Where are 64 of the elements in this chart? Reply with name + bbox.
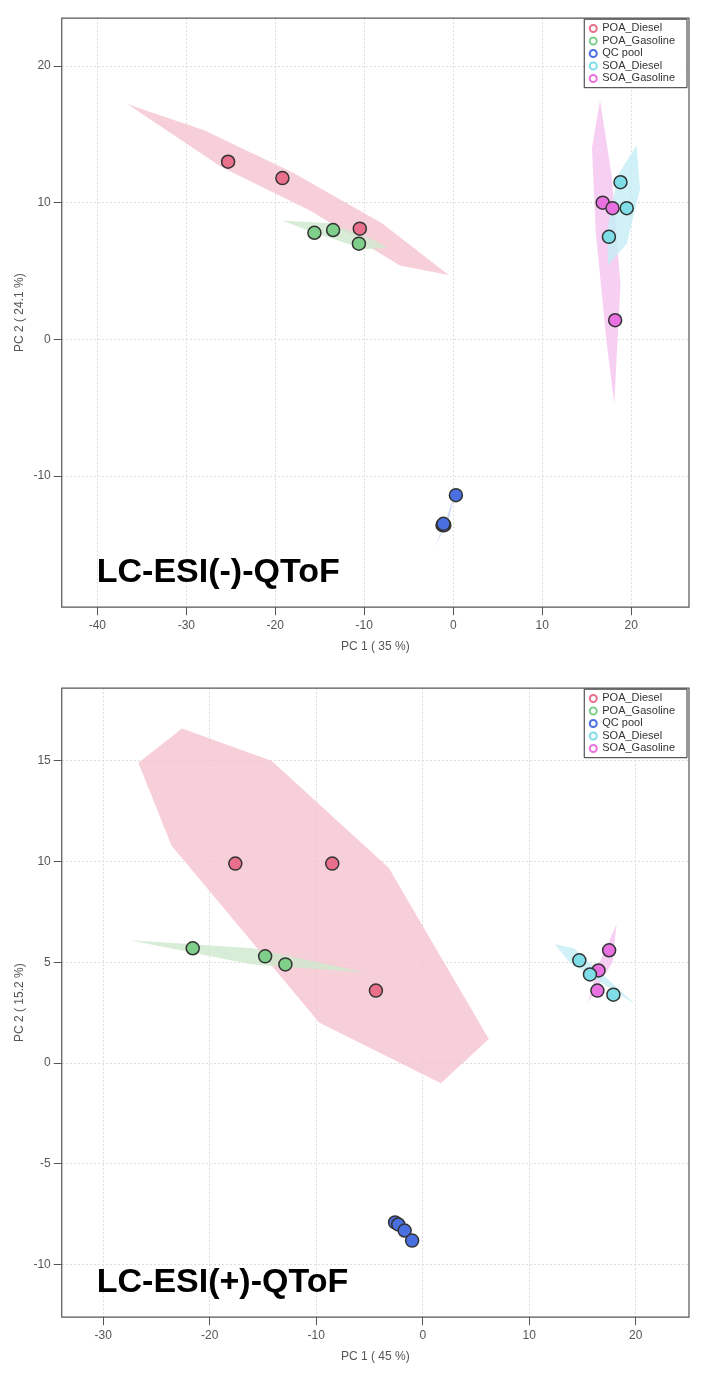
- point: [606, 987, 621, 1002]
- legend-label: QC pool: [602, 716, 643, 729]
- legend-label: SOA_Diesel: [602, 728, 663, 741]
- point: [257, 949, 273, 964]
- point: [448, 487, 464, 503]
- legend-label: POA_Gasoline: [602, 703, 675, 716]
- legend-label: SOA_Diesel: [602, 58, 663, 71]
- x-tick-label: -20: [266, 617, 285, 632]
- point: [324, 856, 340, 871]
- y-tick-label: 10: [37, 195, 52, 209]
- legend-label: POA_Diesel: [602, 21, 663, 34]
- legend-label: QC pool: [602, 46, 643, 59]
- point: [619, 200, 634, 216]
- point: [185, 941, 200, 956]
- point: [601, 229, 617, 245]
- point: [228, 856, 243, 871]
- y-axis-title: PC 2 ( 15.2 %): [11, 963, 26, 1043]
- legend-label: SOA_Gasoline: [602, 741, 675, 754]
- legend-label: POA_Gasoline: [602, 33, 675, 46]
- point: [404, 1233, 420, 1248]
- point: [590, 983, 605, 998]
- y-tick-label: 5: [44, 954, 52, 969]
- y-tick-label: -5: [40, 1156, 52, 1171]
- annotation: LC-ESI(+)-QToF: [96, 1260, 349, 1299]
- x-tick-label: -30: [177, 617, 196, 632]
- point: [607, 312, 623, 328]
- y-tick-label: 20: [37, 58, 52, 73]
- point: [325, 222, 341, 238]
- x-tick-label: -10: [355, 617, 374, 632]
- point: [605, 200, 620, 216]
- x-tick-label: -30: [94, 1327, 113, 1342]
- y-tick-label: 0: [44, 331, 52, 346]
- point: [601, 943, 617, 958]
- y-tick-label: 0: [44, 1055, 52, 1070]
- point: [613, 174, 628, 190]
- point: [572, 953, 587, 968]
- y-tick-label: 10: [37, 853, 52, 868]
- point: [397, 1223, 412, 1238]
- x-tick-label: 10: [522, 1327, 537, 1342]
- x-tick-label: -40: [88, 617, 107, 632]
- point: [352, 221, 368, 236]
- x-tick-label: 0: [419, 1327, 427, 1342]
- x-tick-label: 0: [449, 617, 457, 632]
- point: [307, 225, 322, 241]
- point: [368, 983, 384, 998]
- point: [275, 170, 290, 186]
- x-axis-title: PC 1 ( 35 %): [341, 639, 410, 654]
- point: [278, 957, 293, 972]
- point: [220, 154, 236, 169]
- legend-label: POA_Diesel: [602, 691, 663, 704]
- x-axis-title: PC 1 ( 45 %): [341, 1349, 410, 1364]
- x-tick-label: 20: [624, 617, 639, 632]
- y-tick-label: -10: [33, 468, 52, 483]
- point: [582, 967, 598, 982]
- y-axis-title: PC 2 ( 24.1 %): [11, 273, 26, 353]
- x-tick-label: 10: [535, 617, 550, 632]
- point: [351, 236, 367, 251]
- annotation: LC-ESI(-)-QToF: [96, 550, 340, 589]
- y-tick-label: 15: [37, 753, 52, 768]
- x-tick-label: -10: [307, 1327, 326, 1342]
- y-tick-label: -10: [33, 1257, 52, 1272]
- x-tick-label: 20: [629, 1327, 643, 1342]
- x-tick-label: -20: [201, 1327, 219, 1342]
- legend-label: SOA_Gasoline: [602, 71, 675, 84]
